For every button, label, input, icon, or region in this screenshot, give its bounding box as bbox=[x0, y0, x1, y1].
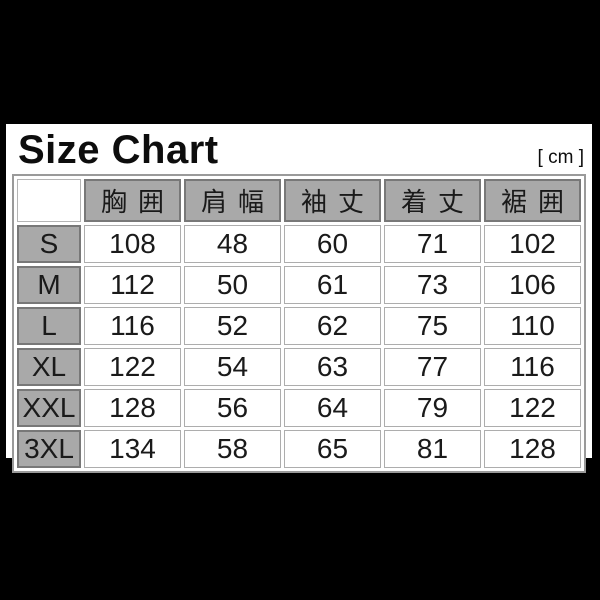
measurement-cell: 54 bbox=[184, 348, 281, 386]
measurement-cell: 106 bbox=[484, 266, 581, 304]
measurement-cell: 65 bbox=[284, 430, 381, 468]
measurement-cell: 64 bbox=[284, 389, 381, 427]
measurement-cell: 112 bbox=[84, 266, 181, 304]
table-body: S 108 48 60 71 102 M 112 50 61 73 106 L 116 52 62 75 110 X… bbox=[17, 225, 581, 468]
measurement-cell: 58 bbox=[184, 430, 281, 468]
size-row-header: M bbox=[17, 266, 81, 304]
measurement-cell: 71 bbox=[384, 225, 481, 263]
column-header: 肩幅 bbox=[184, 179, 281, 222]
measurement-cell: 48 bbox=[184, 225, 281, 263]
measurement-cell: 134 bbox=[84, 430, 181, 468]
unit-label: [ cm ] bbox=[537, 147, 584, 168]
measurement-cell: 56 bbox=[184, 389, 281, 427]
table-row: XXL 128 56 64 79 122 bbox=[17, 389, 581, 427]
table-row: L 116 52 62 75 110 bbox=[17, 307, 581, 345]
measurement-cell: 61 bbox=[284, 266, 381, 304]
header-row: 胸囲 肩幅 袖丈 着丈 裾囲 bbox=[17, 179, 581, 222]
measurement-cell: 81 bbox=[384, 430, 481, 468]
column-header: 袖丈 bbox=[284, 179, 381, 222]
measurement-cell: 116 bbox=[84, 307, 181, 345]
size-row-header: XXL bbox=[17, 389, 81, 427]
table-row: 3XL 134 58 65 81 128 bbox=[17, 430, 581, 468]
measurement-cell: 128 bbox=[484, 430, 581, 468]
measurement-cell: 110 bbox=[484, 307, 581, 345]
panel-header: Size Chart [ cm ] bbox=[12, 127, 586, 171]
measurement-cell: 116 bbox=[484, 348, 581, 386]
measurement-cell: 122 bbox=[484, 389, 581, 427]
size-chart-panel: Size Chart [ cm ] 胸囲 肩幅 袖丈 着丈 裾囲 S 108 48 60 71 1… bbox=[6, 124, 592, 473]
measurement-cell: 102 bbox=[484, 225, 581, 263]
measurement-cell: 50 bbox=[184, 266, 281, 304]
size-row-header: 3XL bbox=[17, 430, 81, 468]
measurement-cell: 128 bbox=[84, 389, 181, 427]
size-row-header: S bbox=[17, 225, 81, 263]
table-corner-cell bbox=[17, 179, 81, 222]
measurement-cell: 63 bbox=[284, 348, 381, 386]
table-row: M 112 50 61 73 106 bbox=[17, 266, 581, 304]
size-row-header: XL bbox=[17, 348, 81, 386]
table-row: XL 122 54 63 77 116 bbox=[17, 348, 581, 386]
size-table: 胸囲 肩幅 袖丈 着丈 裾囲 S 108 48 60 71 102 M 112 50 61 73 106 L 11… bbox=[12, 174, 586, 473]
column-header: 胸囲 bbox=[84, 179, 181, 222]
measurement-cell: 52 bbox=[184, 307, 281, 345]
column-header: 着丈 bbox=[384, 179, 481, 222]
measurement-cell: 60 bbox=[284, 225, 381, 263]
measurement-cell: 73 bbox=[384, 266, 481, 304]
measurement-cell: 122 bbox=[84, 348, 181, 386]
page-title: Size Chart bbox=[18, 128, 219, 172]
measurement-cell: 75 bbox=[384, 307, 481, 345]
size-row-header: L bbox=[17, 307, 81, 345]
measurement-cell: 77 bbox=[384, 348, 481, 386]
measurement-cell: 108 bbox=[84, 225, 181, 263]
column-header: 裾囲 bbox=[484, 179, 581, 222]
table-head: 胸囲 肩幅 袖丈 着丈 裾囲 bbox=[17, 179, 581, 222]
measurement-cell: 62 bbox=[284, 307, 381, 345]
table-row: S 108 48 60 71 102 bbox=[17, 225, 581, 263]
measurement-cell: 79 bbox=[384, 389, 481, 427]
